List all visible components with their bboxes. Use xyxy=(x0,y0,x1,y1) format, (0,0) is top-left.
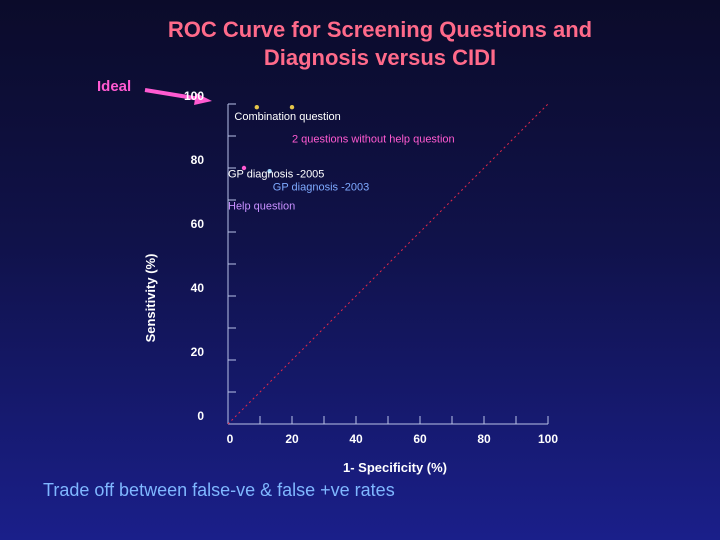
point-annotation: GP diagnosis -2005 xyxy=(228,169,324,181)
title-line-1: ROC Curve for Screening Questions and xyxy=(167,17,593,42)
title-line-2: Diagnosis versus CIDI xyxy=(263,45,497,70)
ideal-arrow-head xyxy=(194,93,212,105)
x-tick-label: 0 xyxy=(227,432,234,446)
x-tick-label: 40 xyxy=(349,432,363,446)
data-point xyxy=(241,165,247,171)
data-point xyxy=(289,105,295,110)
x-tick-label: 60 xyxy=(413,432,427,446)
y-tick-label: 0 xyxy=(197,409,204,423)
y-tick-label: 40 xyxy=(191,281,205,295)
x-tick-label: 80 xyxy=(477,432,491,446)
ideal-label: Ideal xyxy=(97,78,132,95)
data-point xyxy=(267,169,272,174)
y-tick-label: 60 xyxy=(191,217,205,231)
reference-diagonal xyxy=(227,103,549,425)
ideal-arrow-shaft xyxy=(144,88,201,101)
x-tick-label: 20 xyxy=(285,432,299,446)
chart-title: ROC Curve for Screening Questions and Di… xyxy=(60,16,700,72)
y-tick-label: 80 xyxy=(191,153,205,167)
y-tick-label: 20 xyxy=(191,345,205,359)
point-annotation: Help question xyxy=(228,201,295,213)
x-tick-label: 100 xyxy=(538,432,558,446)
x-axis-label: 1- Specificity (%) xyxy=(343,460,447,475)
point-annotation: 2 questions without help question xyxy=(292,133,455,145)
y-tick-label: 100 xyxy=(184,89,204,103)
data-point xyxy=(254,105,259,110)
point-annotation: Combination question xyxy=(234,111,340,123)
point-annotation: GP diagnosis -2003 xyxy=(273,181,369,193)
y-axis-label: Sensitivity (%) xyxy=(143,254,158,343)
caption: Trade off between false-ve & false +ve r… xyxy=(43,480,395,500)
